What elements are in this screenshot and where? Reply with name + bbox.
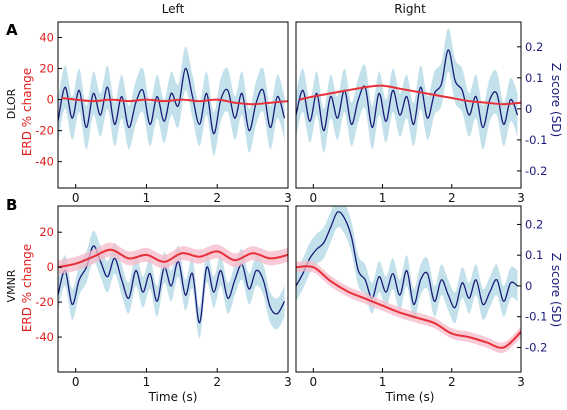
x-tick-label-b-right-0: 0 [309,375,317,389]
x-tick-label-b-left-1: 1 [143,375,151,389]
y-left-tick-label-a-left-40: 40 [39,31,54,45]
column-title-right: Right [394,2,426,16]
erd-axis-label-a: ERD % change [20,68,34,156]
x-tick-label-a-right-0: 0 [309,191,317,205]
x-tick-label-b-right-3: 3 [517,375,525,389]
x-tick-label-b-left-2: 2 [213,375,221,389]
zscore-axis-label-b: Z score (SD) [549,253,563,327]
erd-line-a-left [61,97,288,106]
zscore-line-b-right [296,211,518,309]
panel-letter-b: B [6,196,17,214]
x-tick-label-a-left-1: 1 [143,191,151,205]
x-axis-label-left: Time (s) [148,390,198,404]
y-left-tick-label-a-left-0: 0 [47,93,54,107]
x-tick-label-a-right-2: 2 [448,191,456,205]
y-right-tick-label-a-right-0.1: 0.1 [525,71,543,85]
x-tick-label-a-right-3: 3 [517,191,525,205]
y-right-tick-label-a-right-0: 0 [525,102,532,116]
plot-area-b-right [296,206,521,354]
y-right-tick-label-b-right-0.2: 0.2 [525,217,543,231]
panel-frame-b-left [57,205,289,373]
plot-area-b-left [58,230,288,339]
x-axis-label-right: Time (s) [385,390,435,404]
row-label-vmnr: VMNR [5,269,18,302]
erd-line-b-left [58,248,288,269]
x-tick-label-a-left-3: 3 [284,191,292,205]
plot-area-a-right [296,28,521,153]
zscore-axis-label-a: Z score (SD) [549,63,563,137]
zscore-line-a-left [58,67,286,135]
x-tick-label-a-left-2: 2 [213,191,221,205]
y-left-tick-label-b-left--20: -20 [35,295,54,309]
panel-a-left: 0 1 2 3 -40 -20 0 20 40 [35,21,292,205]
panel-frame-b-right [295,205,522,373]
erd-line-b-right [296,265,521,349]
y-right-tick-label-b-right-0: 0 [525,279,532,293]
panel-letter-a: A [6,21,18,39]
y-right-tick-label-a-right--0.1: -0.1 [525,133,547,147]
y-right-tick-label-b-right--0.1: -0.1 [525,310,547,324]
panel-a-right: 0 1 2 3 0.2 0.1 0 -0.1 -0.2 [295,21,547,205]
y-left-tick-label-b-left-0: 0 [47,260,54,274]
x-tick-label-a-left-0: 0 [72,191,80,205]
erd-axis-label-b: ERD % change [20,244,34,332]
erd-line-a-right [299,84,521,106]
panel-b-right: 0 1 2 3 0.2 0.1 0 -0.1 -0.2 [295,205,547,389]
x-tick-label-b-right-2: 2 [448,375,456,389]
y-left-tick-label-a-left--40: -40 [35,155,54,169]
panel-b-left: 0 1 2 3 -40 -20 0 20 [35,205,292,389]
column-title-left: Left [162,2,185,16]
panel-frame-a-left [57,21,289,189]
zscore-line-b-left [58,245,286,324]
panel-frame-a-right [295,21,522,189]
y-right-tick-label-b-right-0.1: 0.1 [525,248,543,262]
y-right-tick-label-b-right--0.2: -0.2 [525,340,547,354]
y-left-tick-label-b-left--40: -40 [35,330,54,344]
y-right-tick-label-a-right--0.2: -0.2 [525,164,547,178]
row-label-dlor: DLOR [5,88,18,119]
x-tick-label-b-left-0: 0 [72,375,80,389]
zscore-line-a-right [296,49,519,132]
y-left-tick-label-a-left-20: 20 [39,62,54,76]
y-right-tick-label-a-right-0.2: 0.2 [525,40,543,54]
x-tick-label-b-right-1: 1 [379,375,387,389]
x-tick-label-a-right-1: 1 [379,191,387,205]
x-tick-label-b-left-3: 3 [284,375,292,389]
plot-area-a-left [58,46,288,156]
y-left-tick-label-b-left-20: 20 [39,225,54,239]
y-left-tick-label-a-left--20: -20 [35,124,54,138]
